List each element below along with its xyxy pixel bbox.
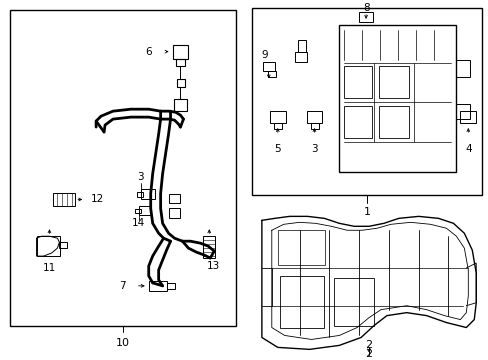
Text: 12: 12 (90, 194, 103, 204)
Bar (173, 99, 187, 111)
Text: 4: 4 (464, 144, 470, 154)
Bar (455, 104, 469, 119)
Text: 2: 2 (365, 341, 372, 350)
Bar (168, 208, 180, 219)
Bar (148, 281, 166, 291)
Text: 5: 5 (274, 144, 281, 154)
Bar (141, 189, 154, 198)
Bar (311, 123, 319, 129)
Text: 6: 6 (145, 46, 152, 57)
Bar (344, 67, 371, 98)
Bar (168, 194, 180, 203)
Text: 1: 1 (363, 207, 370, 217)
Bar (334, 278, 373, 325)
Text: 13: 13 (206, 261, 220, 271)
Bar (269, 111, 285, 123)
Bar (135, 210, 141, 213)
Bar (176, 80, 185, 87)
Bar (10, 10, 236, 325)
Bar (139, 206, 150, 215)
Bar (59, 242, 67, 248)
Bar (172, 45, 188, 59)
Bar (37, 236, 60, 256)
Bar (273, 123, 281, 129)
Bar (267, 72, 275, 77)
Bar (306, 111, 322, 123)
Bar (263, 62, 274, 72)
Text: 3: 3 (310, 144, 317, 154)
Bar (279, 276, 324, 328)
Bar (251, 8, 481, 194)
Text: 7: 7 (120, 281, 126, 291)
Text: 8: 8 (362, 3, 368, 13)
Bar (297, 40, 305, 51)
Bar (459, 111, 475, 123)
Bar (137, 192, 142, 197)
Bar (53, 193, 75, 206)
Text: 3: 3 (137, 172, 144, 182)
Bar (339, 25, 455, 172)
Bar (378, 67, 408, 98)
Bar (455, 59, 469, 77)
Bar (277, 230, 325, 265)
Bar (344, 106, 371, 138)
Bar (378, 106, 408, 138)
Bar (358, 12, 372, 22)
Text: 2: 2 (365, 349, 372, 359)
Text: 10: 10 (116, 338, 130, 348)
Text: 14: 14 (132, 218, 145, 228)
Bar (166, 283, 174, 289)
Bar (294, 51, 306, 62)
Text: 11: 11 (43, 263, 56, 273)
Text: 9: 9 (261, 50, 267, 60)
Bar (203, 236, 215, 258)
Bar (175, 59, 185, 66)
